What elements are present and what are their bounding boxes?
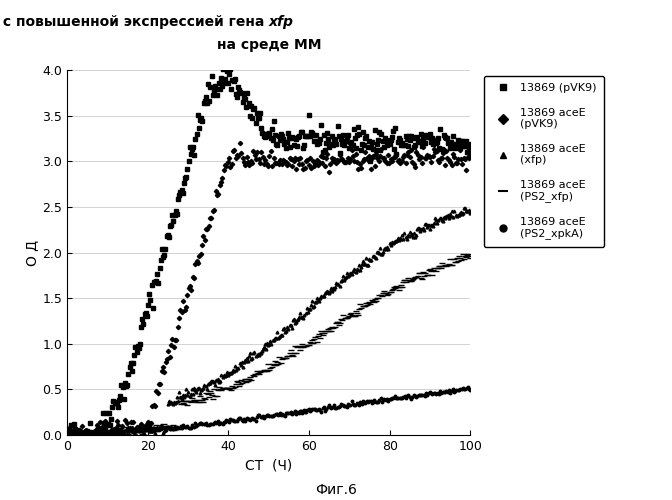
X-axis label: СТ  (Ч): СТ (Ч) — [245, 458, 292, 472]
Legend: 13869 (pVK9), 13869 aceE
(pVK9), 13869 aceE
(xfp), 13869 aceE
(PS2_xfp), 13869 a: 13869 (pVK9), 13869 aceE (pVK9), 13869 a… — [484, 76, 604, 247]
Y-axis label: О Д: О Д — [26, 240, 40, 266]
Text: Фиг.6: Фиг.6 — [315, 484, 357, 498]
Text: Кривые роста штаммов с повышенной экспрессией гена: Кривые роста штаммов с повышенной экспре… — [0, 15, 269, 29]
Text: на среде ММ: на среде ММ — [216, 38, 321, 52]
Text: xfp: xfp — [269, 15, 294, 29]
